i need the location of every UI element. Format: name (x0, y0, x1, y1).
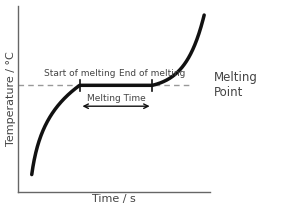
X-axis label: Time / s: Time / s (92, 194, 136, 205)
Text: Melting
Point: Melting Point (214, 71, 258, 99)
Text: Start of melting: Start of melting (44, 69, 116, 78)
Y-axis label: Temperature / °C: Temperature / °C (6, 51, 16, 146)
Text: Melting Time: Melting Time (87, 94, 146, 103)
Text: End of melting: End of melting (119, 69, 186, 78)
